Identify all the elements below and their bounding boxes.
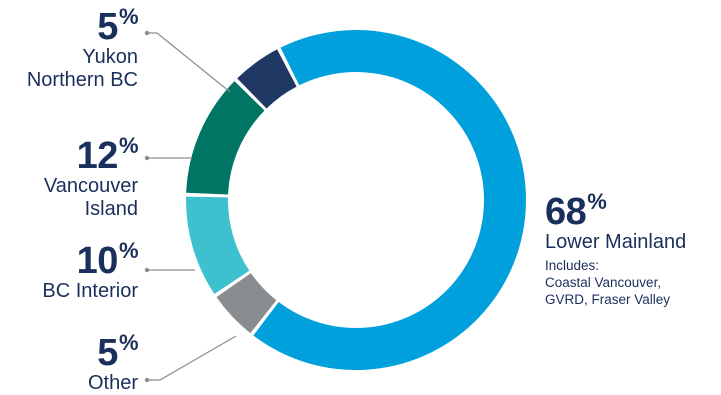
note-line-gvrd: GVRD, Fraser Valley — [545, 292, 671, 307]
leader-vancouver-island-dot — [144, 155, 150, 161]
slice-vancouver-island — [186, 81, 265, 195]
note-line-includes: Includes: — [545, 258, 600, 273]
slice-bc-interior — [186, 196, 250, 294]
leader-other — [147, 335, 237, 381]
leader-yukon-northern-bc — [147, 32, 231, 93]
leader-lines — [144, 30, 237, 383]
name-other: Other — [87, 372, 138, 394]
name-yukon: Yukon — [82, 46, 138, 68]
label-bc-interior: 10% BC Interior — [42, 238, 139, 303]
name-bc-interior: BC Interior — [42, 280, 138, 302]
percent-lower-mainland: 68% — [545, 189, 607, 233]
name-lower-mainland: Lower Mainland — [545, 231, 687, 253]
leader-yukon-northern-bc-dot — [144, 30, 150, 36]
leader-bc-interior-dot — [144, 267, 150, 273]
label-yukon-northern-bc: 5% Yukon Northern BC — [26, 4, 139, 92]
percent-bc-interior: 10% — [76, 238, 139, 282]
label-vancouver-island: 12% Vancouver Island — [43, 133, 139, 221]
percent-other: 5% — [97, 330, 138, 374]
name-northern-bc: Northern BC — [26, 69, 138, 91]
name-island: Island — [84, 198, 138, 220]
name-vancouver: Vancouver — [43, 175, 138, 197]
label-lower-mainland: 68% Lower Mainland Includes: Coastal Van… — [545, 189, 687, 308]
slice-yukon-northern-bc — [237, 49, 297, 109]
percent-vancouver-island: 12% — [76, 133, 139, 177]
slice-lower-mainland — [253, 29, 526, 370]
note-line-coastal: Coastal Vancouver, — [545, 275, 662, 290]
label-other: 5% Other — [87, 330, 139, 395]
note-lower-mainland: Includes: Coastal Vancouver, GVRD, Frase… — [545, 257, 686, 308]
percent-yukon-northern-bc: 5% — [97, 4, 138, 48]
slice-other — [216, 273, 277, 334]
donut-slices — [186, 29, 526, 370]
leader-other-dot — [144, 377, 150, 383]
